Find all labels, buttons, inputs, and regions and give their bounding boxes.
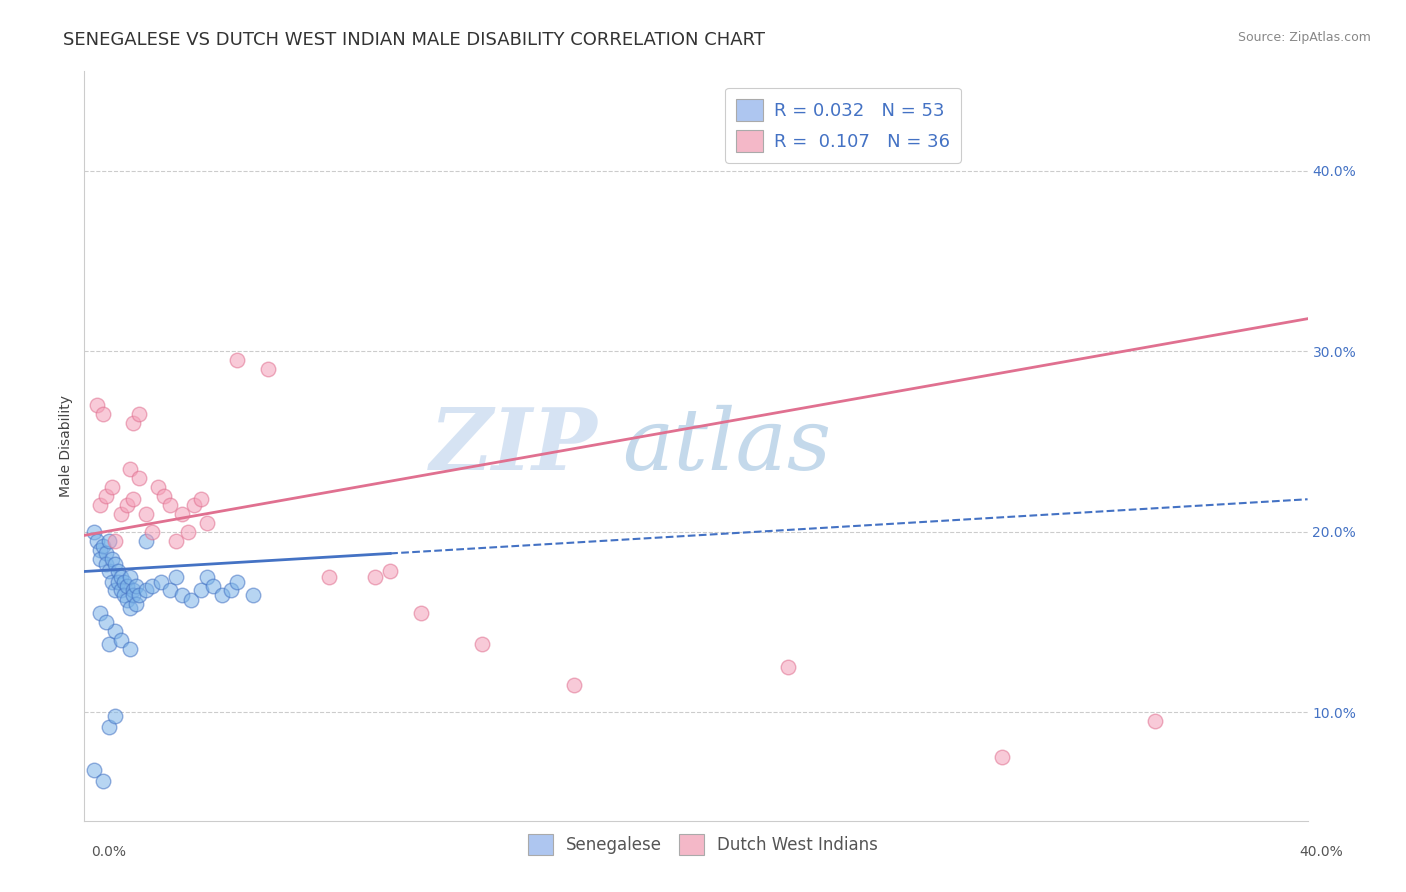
Point — [107, 575, 129, 590]
Text: Source: ZipAtlas.com: Source: ZipAtlas.com — [1237, 31, 1371, 45]
Text: 0.0%: 0.0% — [91, 845, 127, 859]
Point — [104, 533, 127, 548]
Point — [115, 579, 138, 593]
Point — [135, 507, 157, 521]
Point — [110, 633, 132, 648]
Point — [172, 588, 194, 602]
Point — [94, 546, 117, 560]
Point — [172, 507, 194, 521]
Point — [159, 498, 181, 512]
Point — [409, 606, 432, 620]
Point — [211, 588, 233, 602]
Point — [122, 492, 145, 507]
Point — [1143, 714, 1166, 729]
Point — [364, 570, 387, 584]
Point — [122, 417, 145, 431]
Point — [120, 600, 142, 615]
Legend: Senegalese, Dutch West Indians: Senegalese, Dutch West Indians — [522, 828, 884, 862]
Text: SENEGALESE VS DUTCH WEST INDIAN MALE DISABILITY CORRELATION CHART: SENEGALESE VS DUTCH WEST INDIAN MALE DIS… — [63, 31, 765, 49]
Point — [89, 498, 111, 512]
Point — [101, 575, 124, 590]
Point — [94, 558, 117, 572]
Point — [112, 575, 135, 590]
Point — [83, 763, 105, 777]
Text: ZIP: ZIP — [430, 404, 598, 488]
Point — [141, 524, 163, 539]
Point — [183, 498, 205, 512]
Point — [135, 533, 157, 548]
Point — [125, 597, 148, 611]
Point — [562, 678, 585, 692]
Point — [120, 461, 142, 475]
Point — [97, 720, 120, 734]
Point — [153, 489, 176, 503]
Point — [97, 565, 120, 579]
Point — [115, 498, 138, 512]
Point — [991, 750, 1014, 764]
Point — [104, 582, 127, 597]
Point — [242, 588, 264, 602]
Point — [112, 588, 135, 602]
Point — [101, 552, 124, 566]
Point — [165, 570, 187, 584]
Point — [190, 492, 212, 507]
Point — [110, 507, 132, 521]
Text: 40.0%: 40.0% — [1299, 845, 1343, 859]
Point — [104, 558, 127, 572]
Point — [135, 582, 157, 597]
Point — [776, 660, 799, 674]
Point — [120, 642, 142, 657]
Point — [219, 582, 242, 597]
Point — [898, 136, 921, 151]
Point — [149, 575, 172, 590]
Point — [115, 593, 138, 607]
Point — [125, 579, 148, 593]
Point — [128, 588, 150, 602]
Point — [380, 565, 402, 579]
Point — [190, 582, 212, 597]
Point — [226, 353, 249, 368]
Point — [141, 579, 163, 593]
Point — [318, 570, 340, 584]
Point — [89, 542, 111, 557]
Point — [177, 524, 200, 539]
Point — [201, 579, 224, 593]
Point — [146, 480, 169, 494]
Point — [94, 615, 117, 629]
Point — [91, 408, 114, 422]
Point — [107, 565, 129, 579]
Point — [104, 709, 127, 723]
Point — [180, 593, 202, 607]
Point — [257, 362, 280, 376]
Point — [159, 582, 181, 597]
Point — [195, 516, 218, 530]
Point — [89, 552, 111, 566]
Point — [128, 470, 150, 484]
Y-axis label: Male Disability: Male Disability — [59, 395, 73, 497]
Point — [97, 637, 120, 651]
Point — [91, 773, 114, 788]
Point — [165, 533, 187, 548]
Point — [128, 408, 150, 422]
Point — [104, 624, 127, 638]
Point — [120, 570, 142, 584]
Point — [195, 570, 218, 584]
Point — [94, 489, 117, 503]
Text: atlas: atlas — [623, 405, 832, 487]
Point — [89, 606, 111, 620]
Point — [110, 582, 132, 597]
Point — [471, 637, 494, 651]
Legend: R = 0.032   N = 53, R =  0.107   N = 36: R = 0.032 N = 53, R = 0.107 N = 36 — [725, 88, 960, 162]
Point — [86, 533, 108, 548]
Point — [101, 480, 124, 494]
Point — [97, 533, 120, 548]
Point — [110, 570, 132, 584]
Point — [83, 524, 105, 539]
Point — [91, 539, 114, 553]
Point — [122, 588, 145, 602]
Point — [122, 582, 145, 597]
Point — [226, 575, 249, 590]
Point — [86, 398, 108, 412]
